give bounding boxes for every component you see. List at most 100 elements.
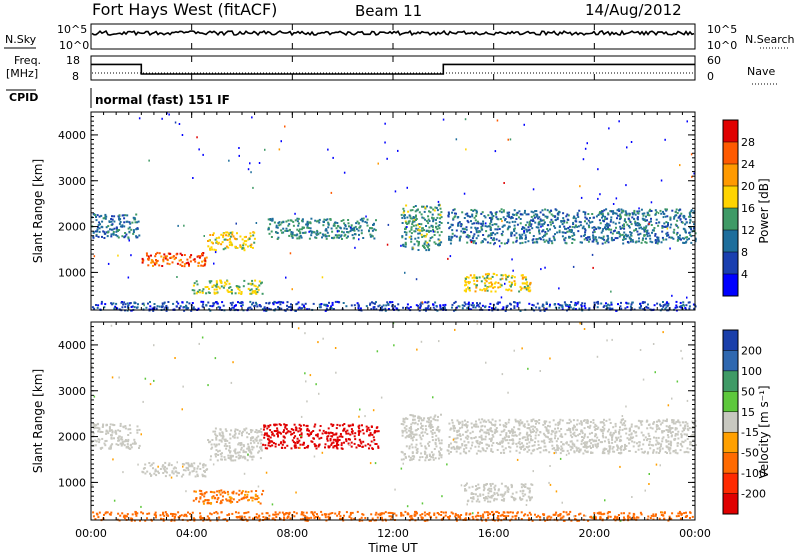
range-cell — [218, 449, 221, 452]
range-cell — [530, 431, 532, 434]
range-cell — [192, 308, 195, 311]
range-cell — [103, 237, 106, 239]
range-cell — [294, 212, 296, 215]
range-cell — [431, 236, 434, 239]
range-cell — [601, 237, 604, 240]
range-cell — [666, 452, 668, 454]
range-cell — [654, 233, 657, 235]
range-cell — [440, 231, 443, 233]
range-cell — [503, 492, 506, 495]
range-cell — [602, 306, 605, 308]
range-cell — [513, 213, 515, 216]
range-cell — [224, 428, 227, 431]
range-cell — [384, 309, 387, 312]
range-cell — [641, 451, 644, 454]
range-cell — [475, 222, 478, 225]
range-cell — [690, 210, 693, 213]
range-cell — [493, 497, 496, 500]
range-cell — [494, 420, 497, 423]
range-cell — [484, 450, 487, 453]
range-cell — [435, 218, 437, 221]
range-cell — [402, 243, 405, 246]
range-cell — [642, 443, 645, 446]
range-cell — [549, 303, 551, 306]
range-cell — [127, 304, 130, 307]
range-cell — [495, 238, 498, 241]
range-cell — [353, 233, 356, 236]
range-cell — [644, 220, 647, 222]
range-cell — [499, 286, 502, 288]
range-cell — [573, 233, 576, 236]
range-cell — [607, 438, 610, 441]
range-cell — [334, 234, 337, 237]
range-cell — [618, 231, 620, 234]
range-cell — [197, 290, 199, 293]
range-cell — [230, 456, 233, 459]
range-cell — [598, 439, 600, 442]
range-cell — [194, 475, 197, 478]
range-cell — [475, 500, 478, 503]
range-cell — [375, 308, 378, 311]
range-cell — [289, 228, 291, 231]
range-cell — [543, 439, 546, 442]
range-cell — [438, 454, 441, 457]
range-cell — [117, 229, 119, 232]
range-cell — [552, 214, 555, 217]
range-cell — [429, 416, 432, 419]
range-cell — [316, 229, 319, 232]
range-cell — [630, 141, 633, 143]
range-cell — [181, 254, 183, 257]
range-cell — [633, 218, 636, 221]
range-cell — [308, 308, 311, 311]
range-cell — [673, 228, 676, 231]
range-cell — [95, 424, 97, 427]
range-cell — [355, 222, 358, 225]
range-cell — [601, 229, 604, 232]
range-cell — [538, 230, 540, 233]
range-cell — [401, 236, 404, 239]
range-cell — [488, 421, 491, 424]
range-cell — [605, 419, 608, 422]
range-cell — [520, 447, 523, 450]
range-cell — [657, 239, 660, 242]
range-cell — [166, 255, 168, 258]
range-cell — [269, 424, 272, 427]
range-cell — [567, 443, 570, 446]
range-cell — [409, 459, 412, 462]
range-cell — [523, 230, 525, 233]
range-cell — [582, 436, 585, 439]
range-cell — [666, 234, 668, 237]
range-cell — [554, 434, 557, 437]
range-cell — [602, 422, 605, 425]
range-cell — [421, 216, 424, 219]
range-cell — [605, 448, 608, 451]
range-cell — [625, 184, 627, 187]
range-cell — [237, 301, 239, 304]
range-cell — [589, 445, 591, 448]
range-cell — [432, 218, 435, 221]
range-cell — [411, 431, 414, 434]
range-cell — [649, 208, 652, 211]
range-cell — [330, 443, 333, 446]
range-cell — [105, 430, 108, 433]
range-cell — [681, 221, 684, 224]
range-cell — [267, 424, 270, 427]
range-cell — [427, 243, 430, 246]
range-cell — [291, 236, 294, 239]
range-cell — [574, 435, 577, 438]
range-cell — [426, 241, 429, 244]
range-cell — [185, 466, 188, 469]
range-cell — [99, 447, 102, 450]
range-cell — [689, 218, 692, 221]
range-cell — [201, 493, 204, 496]
range-cell — [536, 213, 538, 216]
range-cell — [508, 418, 511, 421]
range-cell — [240, 446, 243, 449]
range-cell — [623, 234, 626, 237]
range-cell — [374, 229, 377, 232]
range-cell — [516, 223, 519, 226]
range-cell — [255, 436, 258, 439]
range-cell — [315, 220, 318, 223]
range-cell — [607, 223, 610, 226]
